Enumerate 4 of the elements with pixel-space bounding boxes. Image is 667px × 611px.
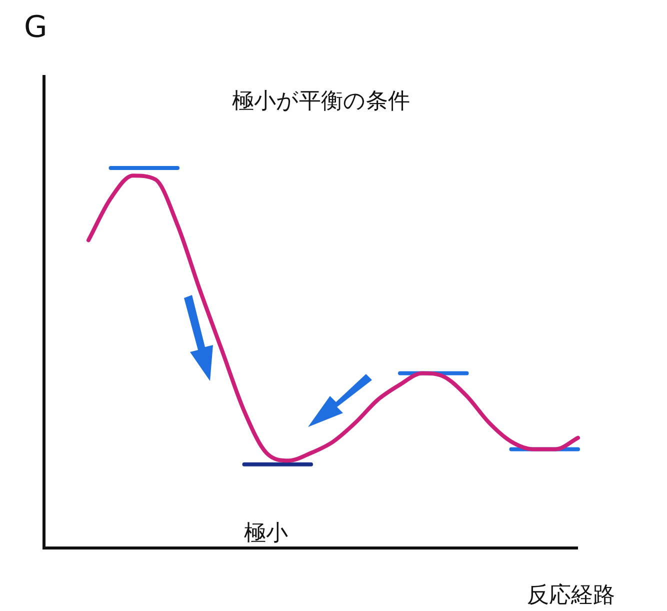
chart-title: 極小が平衡の条件 xyxy=(232,88,410,116)
x-axis-title: 反応経路 xyxy=(527,582,615,610)
annotation: 極小 xyxy=(244,520,288,548)
y-axis-title: G xyxy=(24,10,48,45)
